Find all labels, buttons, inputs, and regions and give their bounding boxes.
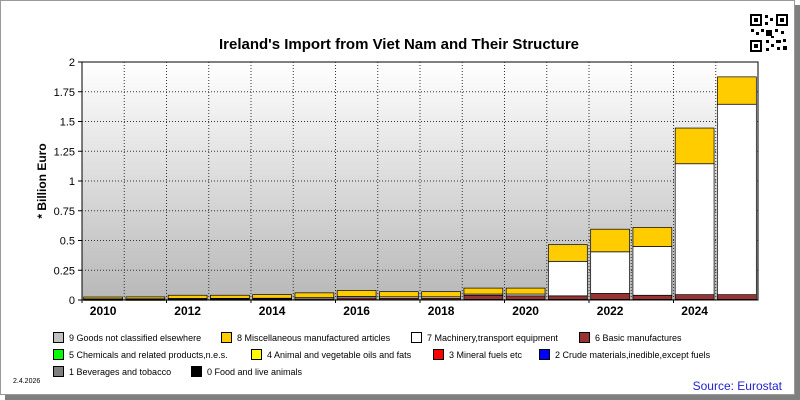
legend-swatch [251,349,262,360]
date-label: 2.4.2026 [13,378,41,385]
bar-segment [83,296,123,300]
legend-label: 4 Animal and vegetable oils and fats [267,349,412,360]
legend-swatch [539,349,550,360]
x-tick-label: 2016 [343,304,370,318]
bar-segment [548,260,588,297]
source-label: Source: Eurostat [692,379,782,393]
legend-swatch [433,349,444,360]
bar-segment [548,244,588,262]
y-tick-label: 1.75 [54,87,75,99]
x-ticks: 2010 2012 2014 2016 2018 2020 2022 2024 [81,300,708,318]
y-tick-label: 0.25 [54,265,75,277]
chart-title: Ireland's Import from Viet Nam and Their… [219,36,579,53]
legend-item: 9 Goods not classified elsewhere [53,332,201,343]
legend-label: 3 Mineral fuels etc [449,349,523,360]
legend-swatch [221,332,232,343]
bar-segment [632,227,673,247]
qr-code-icon [749,13,789,53]
y-tick-label: 2 [69,57,75,69]
legend-swatch [411,332,422,343]
bar-segment [717,76,757,105]
bar-segment [674,127,715,165]
x-tick-label: 2014 [259,304,286,318]
bar-segment [674,294,715,300]
bar-segment [590,251,630,294]
bars-layer [83,76,757,301]
legend-swatch [191,366,202,377]
bar-segment [210,294,250,299]
legend-label: 2 Crude materials,inedible,except fuels [555,349,711,360]
legend-label: 8 Miscellaneous manufactured articles [237,332,391,343]
legend-label: 1 Beverages and tobacco [69,366,172,377]
legend-item: 3 Mineral fuels etc [433,349,522,360]
x-tick-label: 2018 [428,304,455,318]
grid-layer [82,62,758,300]
legend-item: 2 Crude materials,inedible,except fuels [539,349,710,360]
legend-item: 6 Basic manufactures [579,332,682,343]
x-tick-label: 2020 [512,304,539,318]
bar-segment [294,292,335,298]
legend-item: 7 Machinery,transport equipment [411,332,558,343]
legend-label: 0 Food and live animals [207,366,303,377]
x-tick-label: 2012 [174,304,201,318]
y-tick-label: 1 [69,176,75,188]
bar-segment [717,294,757,300]
x-tick-label: 2024 [681,304,708,318]
legend-item: 0 Food and live animals [191,366,302,377]
bar-segment [590,228,630,253]
y-axis-label: * Billion Euro [35,143,49,218]
y-tick-label: 0.5 [60,236,75,248]
y-tick-label: 0 [69,295,75,307]
bar-segment [548,295,588,300]
legend-item: 8 Miscellaneous manufactured articles [221,332,390,343]
bar-segment [505,295,546,300]
bar-segment [505,287,546,295]
bar-segment [632,294,673,300]
legend-label: 6 Basic manufactures [595,332,682,343]
legend-label: 5 Chemicals and related products,n.e.s. [69,349,228,360]
legend-item: 5 Chemicals and related products,n.e.s. [53,349,228,360]
y-tick-label: 1.25 [54,146,75,158]
y-tick-label: 1.5 [60,117,75,129]
bar-segment [674,163,715,295]
x-tick-label: 2022 [597,304,624,318]
bar-segment [167,294,208,299]
bar-segment [463,294,504,300]
x-tick-label: 2010 [90,304,117,318]
legend-label: 7 Machinery,transport equipment [427,332,558,343]
bar-segment [463,287,504,295]
bar-segment [421,291,461,298]
legend-item: 1 Beverages and tobacco [53,366,171,377]
legend-item: 4 Animal and vegetable oils and fats [251,349,411,360]
bar-segment [632,246,673,296]
y-tick-label: 0.75 [54,206,75,218]
bar-segment [336,290,377,297]
legend-swatch [53,366,64,377]
bar-segment [717,103,757,295]
legend-swatch [53,349,64,360]
legend-swatch [579,332,590,343]
bar-segment [590,293,630,300]
y-ticks: 0 0.25 0.5 0.75 1 1.25 1.5 1.75 2 [54,57,82,307]
bar-segment [125,296,166,300]
legend-label: 9 Goods not classified elsewhere [69,332,202,343]
bar-segment [252,294,292,299]
chart-svg: Ireland's Import from Viet Nam and Their… [35,36,759,318]
legend-swatch [53,332,64,343]
bar-segment [379,291,419,298]
